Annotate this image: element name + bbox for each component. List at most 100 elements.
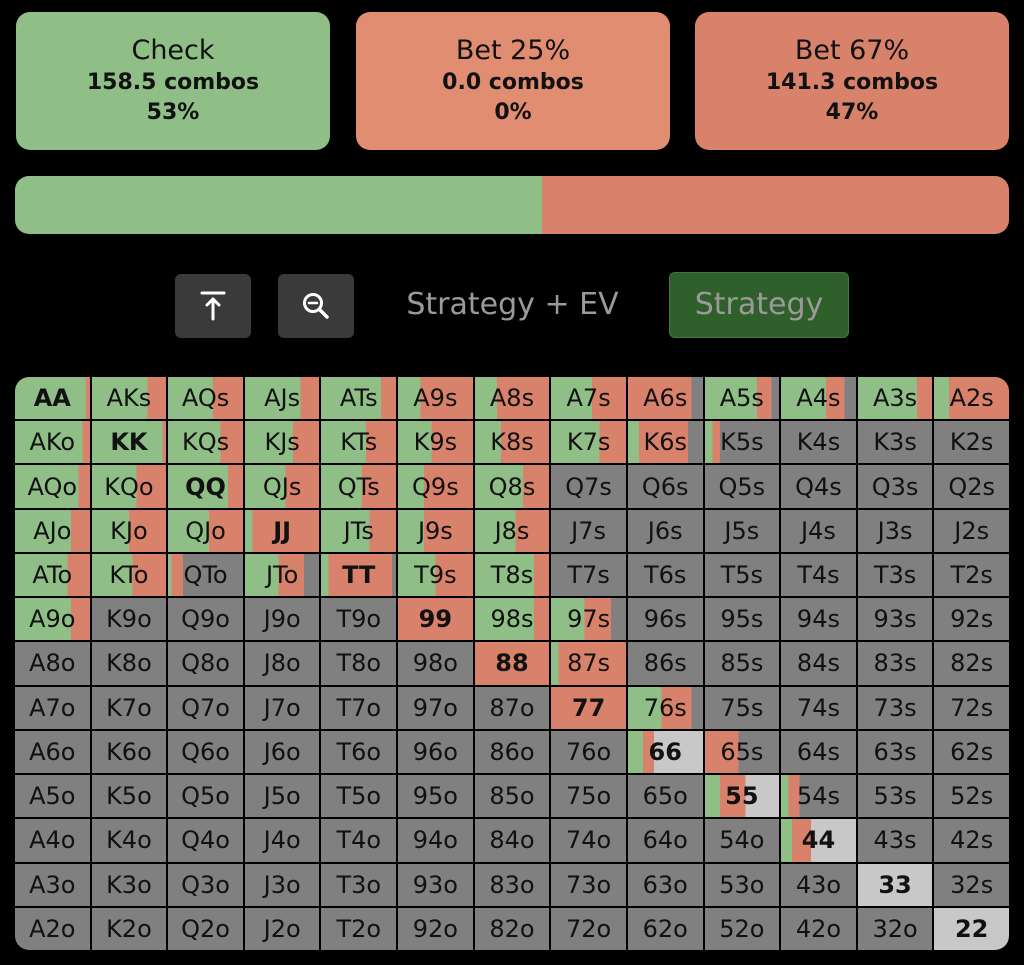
mode-strategy-ev[interactable]: Strategy + EV	[406, 287, 619, 322]
hand-cell-q4s[interactable]: Q4s	[781, 465, 856, 508]
hand-cell-t2s[interactable]: T2s	[934, 553, 1009, 597]
hand-cell-98o[interactable]: 98o	[398, 642, 473, 685]
hand-cell-a2s[interactable]: A2s	[934, 377, 1009, 420]
hand-cell-64s[interactable]: 64s	[781, 730, 856, 774]
hand-cell-93s[interactable]: 93s	[857, 598, 933, 641]
hand-cell-kqo[interactable]: KQo	[91, 465, 167, 508]
hand-cell-a4s[interactable]: A4s	[781, 377, 856, 420]
hand-cell-96s[interactable]: 96s	[627, 598, 703, 641]
hand-cell-ajo[interactable]: AJo	[15, 509, 90, 552]
hand-cell-t7s[interactable]: T7s	[551, 553, 626, 597]
hand-cell-85o[interactable]: 85o	[474, 775, 550, 818]
hand-cell-j3s[interactable]: J3s	[857, 509, 933, 552]
hand-cell-aqo[interactable]: AQo	[15, 465, 90, 508]
hand-cell-k4s[interactable]: K4s	[781, 421, 856, 464]
hand-cell-a9s[interactable]: A9s	[398, 377, 473, 420]
hand-cell-a8o[interactable]: A8o	[15, 642, 90, 685]
hand-cell-kqs[interactable]: KQs	[168, 421, 243, 464]
hand-cell-q5o[interactable]: Q5o	[168, 775, 243, 818]
hand-cell-53o[interactable]: 53o	[704, 863, 780, 906]
hand-cell-72s[interactable]: 72s	[934, 686, 1009, 729]
hand-cell-aqs[interactable]: AQs	[168, 377, 243, 420]
hand-cell-k9s[interactable]: K9s	[398, 421, 473, 464]
hand-cell-q3o[interactable]: Q3o	[168, 863, 243, 906]
hand-cell-q6s[interactable]: Q6s	[627, 465, 703, 508]
hand-cell-76s[interactable]: 76s	[627, 686, 703, 729]
hand-cell-k3s[interactable]: K3s	[857, 421, 933, 464]
hand-cell-97o[interactable]: 97o	[398, 686, 473, 729]
hand-cell-t8s[interactable]: T8s	[474, 553, 550, 597]
hand-cell-t4s[interactable]: T4s	[781, 553, 856, 597]
hand-cell-j4o[interactable]: J4o	[244, 819, 320, 862]
hand-cell-qto[interactable]: QTo	[168, 553, 243, 597]
hand-cell-72o[interactable]: 72o	[551, 907, 626, 950]
hand-cell-qts[interactable]: QTs	[321, 465, 397, 508]
hand-cell-54o[interactable]: 54o	[704, 819, 780, 862]
hand-cell-32s[interactable]: 32s	[934, 863, 1009, 906]
hand-cell-95o[interactable]: 95o	[398, 775, 473, 818]
hand-cell-t5o[interactable]: T5o	[321, 775, 397, 818]
hand-cell-a6s[interactable]: A6s	[627, 377, 703, 420]
hand-cell-96o[interactable]: 96o	[398, 730, 473, 774]
hand-cell-64o[interactable]: 64o	[627, 819, 703, 862]
hand-cell-kts[interactable]: KTs	[321, 421, 397, 464]
hand-cell-a8s[interactable]: A8s	[474, 377, 550, 420]
hand-cell-a9o[interactable]: A9o	[15, 598, 90, 641]
hand-cell-74s[interactable]: 74s	[781, 686, 856, 729]
hand-cell-a5s[interactable]: A5s	[704, 377, 780, 420]
hand-cell-q3s[interactable]: Q3s	[857, 465, 933, 508]
hand-cell-j7o[interactable]: J7o	[244, 686, 320, 729]
mode-strategy-button[interactable]: Strategy	[669, 272, 849, 338]
hand-cell-j2o[interactable]: J2o	[244, 907, 320, 950]
hand-cell-q9o[interactable]: Q9o	[168, 598, 243, 641]
hand-cell-a7o[interactable]: A7o	[15, 686, 90, 729]
hand-cell-ato[interactable]: ATo	[15, 553, 90, 597]
hand-cell-82o[interactable]: 82o	[474, 907, 550, 950]
hand-cell-t9o[interactable]: T9o	[321, 598, 397, 641]
hand-cell-55[interactable]: 55	[704, 775, 780, 818]
hand-cell-84s[interactable]: 84s	[781, 642, 856, 685]
hand-cell-jto[interactable]: JTo	[244, 553, 320, 597]
hand-cell-22[interactable]: 22	[934, 907, 1009, 950]
hand-cell-q8o[interactable]: Q8o	[168, 642, 243, 685]
hand-cell-85s[interactable]: 85s	[704, 642, 780, 685]
hand-cell-ako[interactable]: AKo	[15, 421, 90, 464]
hand-cell-j3o[interactable]: J3o	[244, 863, 320, 906]
hand-cell-33[interactable]: 33	[857, 863, 933, 906]
hand-cell-t4o[interactable]: T4o	[321, 819, 397, 862]
hand-cell-k6o[interactable]: K6o	[91, 730, 167, 774]
hand-cell-t7o[interactable]: T7o	[321, 686, 397, 729]
hand-cell-k3o[interactable]: K3o	[91, 863, 167, 906]
hand-cell-93o[interactable]: 93o	[398, 863, 473, 906]
hand-cell-86s[interactable]: 86s	[627, 642, 703, 685]
hand-cell-j9o[interactable]: J9o	[244, 598, 320, 641]
hand-cell-62o[interactable]: 62o	[627, 907, 703, 950]
hand-cell-qq[interactable]: QQ	[168, 465, 243, 508]
hand-cell-75o[interactable]: 75o	[551, 775, 626, 818]
hand-cell-a2o[interactable]: A2o	[15, 907, 90, 950]
hand-cell-k6s[interactable]: K6s	[627, 421, 703, 464]
hand-cell-k5o[interactable]: K5o	[91, 775, 167, 818]
hand-cell-kk[interactable]: KK	[91, 421, 167, 464]
hand-cell-aa[interactable]: AA	[15, 377, 90, 420]
hand-cell-q8s[interactable]: Q8s	[474, 465, 550, 508]
hand-cell-t5s[interactable]: T5s	[704, 553, 780, 597]
hand-cell-87o[interactable]: 87o	[474, 686, 550, 729]
hand-cell-k7o[interactable]: K7o	[91, 686, 167, 729]
hand-cell-t6o[interactable]: T6o	[321, 730, 397, 774]
hand-cell-t8o[interactable]: T8o	[321, 642, 397, 685]
hand-cell-63o[interactable]: 63o	[627, 863, 703, 906]
hand-cell-qjo[interactable]: QJo	[168, 509, 243, 552]
hand-cell-83s[interactable]: 83s	[857, 642, 933, 685]
hand-cell-k7s[interactable]: K7s	[551, 421, 626, 464]
hand-cell-j5o[interactable]: J5o	[244, 775, 320, 818]
hand-cell-j4s[interactable]: J4s	[781, 509, 856, 552]
hand-cell-k2o[interactable]: K2o	[91, 907, 167, 950]
hand-cell-74o[interactable]: 74o	[551, 819, 626, 862]
hand-cell-q7s[interactable]: Q7s	[551, 465, 626, 508]
hand-cell-k9o[interactable]: K9o	[91, 598, 167, 641]
hand-cell-32o[interactable]: 32o	[857, 907, 933, 950]
hand-cell-kto[interactable]: KTo	[91, 553, 167, 597]
hand-cell-j2s[interactable]: J2s	[934, 509, 1009, 552]
hand-cell-q5s[interactable]: Q5s	[704, 465, 780, 508]
